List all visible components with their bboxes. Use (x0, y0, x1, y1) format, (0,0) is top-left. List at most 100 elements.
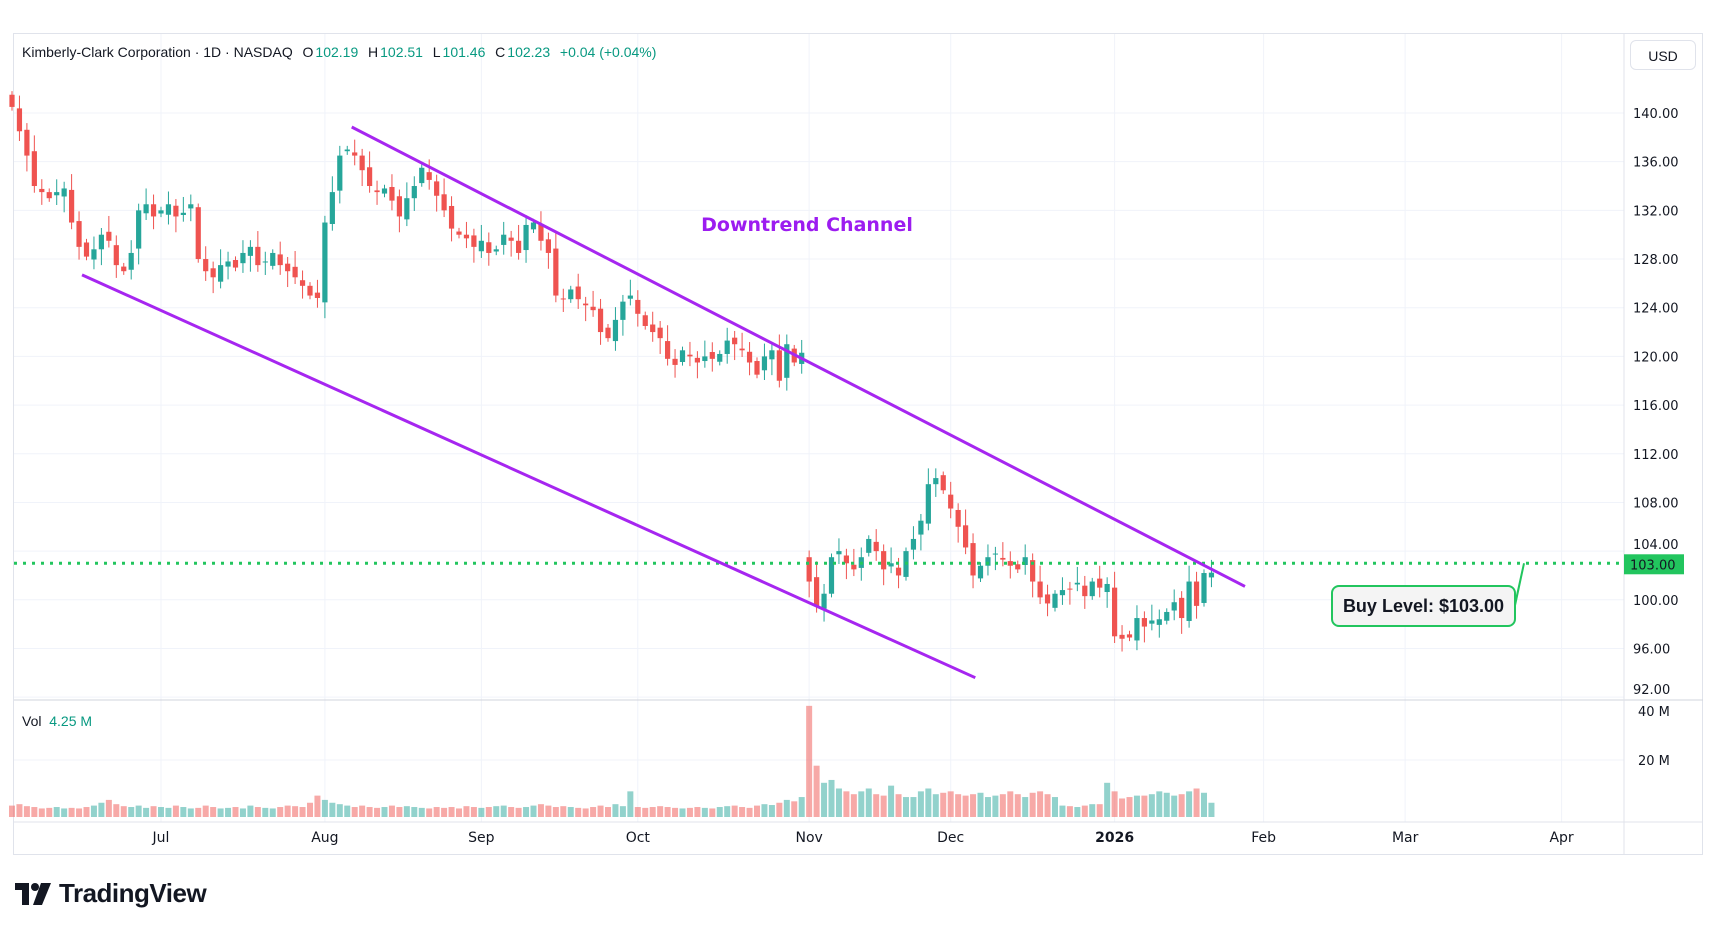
candle-body (150, 204, 157, 217)
volume-bar (396, 807, 403, 817)
candle-body (218, 265, 224, 282)
price-axis-label: 124.00 (1633, 302, 1679, 317)
volume-value: 4.25 M (49, 713, 93, 729)
price-axis-label: 112.00 (1633, 448, 1679, 463)
candle-body (426, 172, 432, 180)
candle-body (195, 207, 201, 260)
candle-body (247, 246, 253, 256)
candle-body (344, 149, 350, 152)
low-label: L (432, 44, 441, 60)
volume-bar (456, 808, 462, 817)
candle-body (828, 557, 835, 594)
volume-bar (716, 807, 723, 817)
candle-body (39, 188, 45, 193)
volume-bar (880, 795, 887, 817)
volume-bar (731, 805, 738, 817)
price-tag-label: 103.00 (1630, 558, 1676, 573)
volume-axis-label: 20 M (1638, 754, 1670, 769)
candle-body (1074, 582, 1080, 585)
volume-bar (128, 807, 135, 817)
candle-body (1044, 594, 1051, 604)
volume-bar (552, 807, 559, 817)
volume-bar (485, 807, 492, 817)
volume-bar (1022, 797, 1029, 817)
volume-bar (1141, 795, 1148, 817)
candle-body (136, 210, 142, 249)
volume-bar (143, 807, 150, 817)
volume-bar (1178, 794, 1185, 817)
volume-bar (16, 804, 23, 817)
candle-body (672, 358, 678, 365)
volume-bar (46, 807, 53, 817)
volume-bar (1163, 792, 1170, 817)
time-axis-label: Nov (795, 830, 822, 846)
candle-body (851, 564, 857, 570)
candle-body (1089, 581, 1095, 597)
volume-bar (888, 785, 895, 817)
candle-body (91, 249, 97, 260)
volume-bar (1208, 802, 1215, 817)
candle-body (9, 94, 15, 107)
candle-body (888, 563, 894, 567)
candle-body (76, 221, 82, 247)
volume-bar (545, 805, 552, 817)
volume-bar (1111, 791, 1118, 817)
candle-body (411, 186, 417, 199)
buy-level-callout: Buy Level: $103.00 (1331, 585, 1516, 627)
candle-body (717, 353, 723, 362)
trendline-lower[interactable] (81, 273, 976, 680)
currency-button[interactable]: USD (1630, 40, 1696, 70)
symbol-title: Kimberly-Clark Corporation · 1D · NASDAQ (22, 44, 293, 60)
candle-body (597, 308, 604, 333)
candle-body (1104, 583, 1110, 593)
candle-body (836, 551, 842, 555)
volume-bar (508, 807, 515, 817)
volume-bar (813, 765, 820, 817)
candle-body (895, 567, 902, 576)
price-axis-label: 136.00 (1633, 156, 1679, 171)
volume-bar (403, 806, 410, 817)
volume-bar (1171, 795, 1178, 817)
volume-bar (686, 807, 693, 817)
candle-body (493, 249, 499, 252)
volume-bar (649, 807, 656, 817)
volume-bar (1007, 791, 1014, 817)
volume-bar (470, 807, 477, 817)
candle-body (523, 224, 529, 251)
volume-legend: Vol 4.25 M (22, 713, 92, 729)
candle-body (299, 280, 306, 286)
volume-bar (113, 804, 120, 817)
tradingview-logo[interactable]: TradingView (15, 878, 207, 909)
volume-bar (500, 805, 507, 817)
volume-bar (225, 807, 232, 817)
volume-bar (172, 805, 179, 817)
volume-bar (374, 807, 381, 817)
candle-body (1179, 597, 1185, 619)
candle-body (642, 315, 648, 326)
trendline-upper[interactable] (351, 125, 1246, 588)
volume-bar (1081, 805, 1088, 817)
candle-body (948, 494, 954, 509)
volume-bar (1044, 794, 1051, 817)
volume-bar (247, 805, 254, 817)
volume-bar (307, 802, 313, 817)
volume-bar (605, 807, 611, 817)
candle-body (307, 285, 313, 296)
candle-body (121, 266, 127, 272)
volume-bar (679, 808, 686, 817)
time-axis-label: Dec (937, 830, 964, 846)
candle-body (821, 593, 827, 609)
change-value: +0.04 (+0.04%) (559, 44, 657, 60)
volume-bar (597, 805, 604, 817)
candle-body (285, 263, 291, 272)
volume-bar (336, 804, 343, 817)
candle-body (627, 295, 633, 299)
candle-body (158, 210, 164, 214)
candle-body (448, 205, 455, 229)
candle-body (1186, 581, 1192, 621)
volume-bar (254, 807, 261, 817)
candle-body (1149, 620, 1155, 624)
candle-body (262, 261, 268, 263)
volume-bar (1066, 806, 1073, 817)
